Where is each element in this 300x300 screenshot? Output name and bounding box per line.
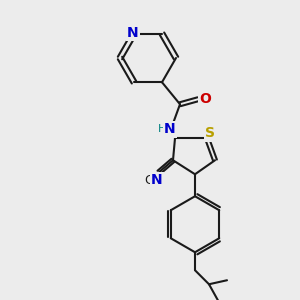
Text: O: O — [199, 92, 211, 106]
Text: N: N — [127, 26, 139, 40]
Text: S: S — [205, 126, 215, 140]
Text: H: H — [158, 124, 166, 134]
Text: C: C — [145, 174, 153, 187]
Text: N: N — [164, 122, 176, 136]
Text: N: N — [151, 173, 163, 187]
